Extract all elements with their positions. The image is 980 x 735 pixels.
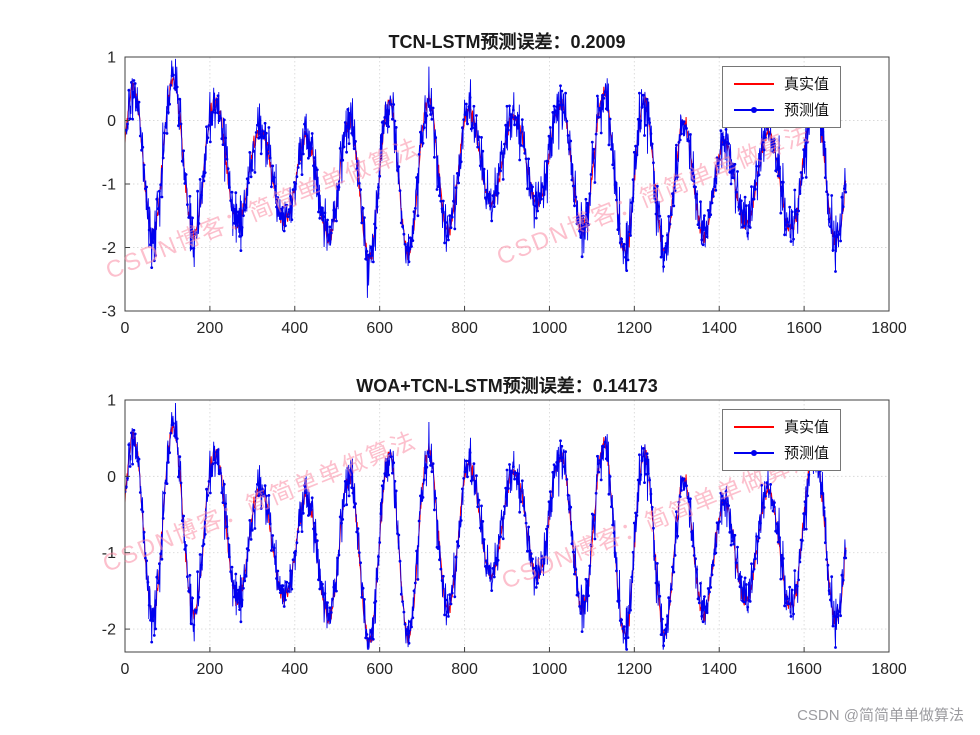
legend-label-pred: 预测值 bbox=[784, 444, 830, 462]
plot2-title: WOA+TCN-LSTM预测误差：0.14173 bbox=[356, 376, 658, 396]
svg-text:200: 200 bbox=[197, 320, 224, 337]
svg-text:-2: -2 bbox=[102, 622, 116, 639]
svg-text:400: 400 bbox=[281, 661, 308, 678]
plot1-axes: 0 200 400 600 800 1000 1200 1400 1600 1800 1 0 -1 -2 -… bbox=[102, 50, 907, 338]
legend-label-pred: 预测值 bbox=[784, 101, 830, 119]
svg-text:1600: 1600 bbox=[786, 320, 822, 337]
svg-text:800: 800 bbox=[451, 661, 478, 678]
plot1-ticks bbox=[124, 56, 890, 312]
svg-text:1200: 1200 bbox=[617, 661, 653, 678]
plot1-series bbox=[125, 58, 848, 298]
legend-item-pred: 预测值 bbox=[734, 444, 829, 462]
svg-text:-2: -2 bbox=[102, 240, 116, 257]
plot2-axes: 0 200 400 600 800 1000 1200 1400 1600 1800 1 0 -1 -2 bbox=[102, 393, 907, 679]
svg-text:600: 600 bbox=[366, 320, 393, 337]
legend-item-pred: 预测值 bbox=[734, 101, 829, 119]
svg-text:1000: 1000 bbox=[532, 661, 568, 678]
blue-dot-marker bbox=[751, 107, 757, 113]
legend-item-true: 真实值 bbox=[734, 75, 829, 93]
blue-dot-marker bbox=[751, 450, 757, 456]
svg-text:0: 0 bbox=[121, 320, 130, 337]
svg-text:-1: -1 bbox=[102, 177, 116, 194]
svg-text:1: 1 bbox=[107, 50, 116, 67]
svg-text:800: 800 bbox=[451, 320, 478, 337]
svg-text:1200: 1200 bbox=[617, 320, 653, 337]
blue-line-sample bbox=[734, 450, 774, 456]
svg-text:400: 400 bbox=[281, 320, 308, 337]
svg-text:1600: 1600 bbox=[786, 661, 822, 678]
plot2-legend: 真实值 预测值 bbox=[722, 409, 842, 471]
svg-text:-1: -1 bbox=[102, 545, 116, 562]
csdn-credit: CSDN @简简单单做算法 bbox=[797, 707, 964, 724]
svg-text:200: 200 bbox=[197, 661, 224, 678]
legend-label-true: 真实值 bbox=[784, 418, 830, 436]
blue-line-sample bbox=[734, 107, 774, 113]
svg-text:1800: 1800 bbox=[871, 320, 907, 337]
svg-text:0: 0 bbox=[107, 113, 116, 130]
svg-text:1: 1 bbox=[107, 393, 116, 410]
legend-label-true: 真实值 bbox=[784, 75, 830, 93]
svg-text:0: 0 bbox=[121, 661, 130, 678]
legend-item-true: 真实值 bbox=[734, 418, 829, 436]
plot2-ticks bbox=[124, 399, 890, 652]
svg-text:1000: 1000 bbox=[532, 320, 568, 337]
svg-text:1400: 1400 bbox=[701, 320, 737, 337]
svg-text:0: 0 bbox=[107, 469, 116, 486]
svg-text:600: 600 bbox=[366, 661, 393, 678]
svg-text:-3: -3 bbox=[102, 304, 116, 321]
red-line-sample bbox=[734, 426, 774, 428]
red-line-sample bbox=[734, 83, 774, 85]
plot1-legend: 真实值 预测值 bbox=[722, 66, 842, 128]
svg-text:1400: 1400 bbox=[701, 661, 737, 678]
svg-text:1800: 1800 bbox=[871, 661, 907, 678]
plot2-series bbox=[125, 402, 848, 651]
plot2-grid bbox=[125, 400, 889, 652]
plot1-title: TCN-LSTM预测误差：0.2009 bbox=[388, 32, 626, 52]
